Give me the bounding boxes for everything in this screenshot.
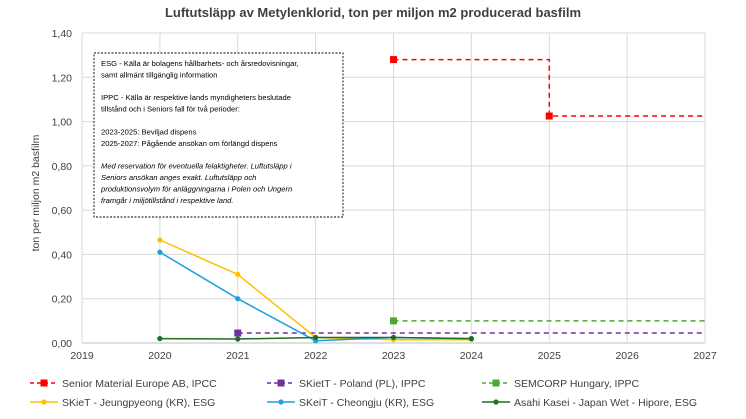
x-tick-label: 2026 [615,350,639,362]
y-tick-label: 1,20 [52,72,73,84]
legend-item: Senior Material Europe AB, IPCC [30,378,217,390]
annotation-line: produktionsvolym för anläggningarna i Po… [100,184,292,193]
x-tick-label: 2023 [382,350,406,362]
legend-label: Senior Material Europe AB, IPCC [62,378,217,390]
legend-label: SKeiT - Cheongju (KR), ESG [299,397,434,409]
x-tick-label: 2021 [226,350,250,362]
annotation-line: Seniors ansökan anges exakt. Luftutsläpp… [101,173,256,182]
y-tick-label: 0,40 [52,249,73,261]
legend-marker [41,399,47,405]
y-tick-label: 0,60 [52,205,73,217]
annotation-line: framgår i miljötillstånd i respektive la… [101,196,234,205]
series-0 [390,56,705,120]
data-point [235,296,241,302]
x-tick-label: 2024 [460,350,484,362]
legend-marker [492,379,500,387]
data-point [235,336,241,342]
y-tick-label: 0,20 [52,294,73,306]
annotation-line: 2025-2027: Pågående ansökan om förlängd … [101,139,278,148]
data-point [390,56,397,64]
x-tick-label: 2025 [538,350,562,362]
y-axis-label: ton per miljon m2 basfilm [30,134,42,251]
annotation-frame [93,52,344,218]
annotation-line: IPPC - Källa är respektive lands myndigh… [101,93,291,102]
y-tick-label: 0,80 [52,161,73,173]
data-point [390,317,397,325]
chart-title: Luftutsläpp av Metylenklorid, ton per mi… [165,5,581,20]
x-tick-label: 2020 [148,350,172,362]
x-tick-label: 2022 [304,350,328,362]
y-tick-label: 1,40 [52,28,73,40]
series-line [393,58,705,117]
data-point [390,334,397,341]
series-2 [390,317,705,325]
data-point [313,334,319,341]
data-point [157,249,163,255]
data-point [468,335,474,342]
series-layer [157,56,705,344]
series-1 [234,329,705,337]
annotation-box: ESG - Källa är bolagens hållbarhets- och… [93,52,344,218]
annotation-line: tillstånd och i Seniors fall för två per… [101,105,240,114]
legend-item: Asahi Kasei - Japan Wet - Hipore, ESG [482,397,697,409]
legend-item: SEMCORP Hungary, IPPC [482,378,639,390]
annotation-line: ESG - Källa är bolagens hållbarhets- och… [101,59,299,68]
y-tick-label: 0,00 [52,338,73,350]
legend-label: SKieT - Jeungpyeong (KR), ESG [62,397,215,409]
annotation-line: 2023-2025: Beviljad dispens [101,127,197,136]
legend-marker [493,399,499,405]
legend-label: SEMCORP Hungary, IPPC [514,378,639,390]
x-tick-labels: 2019 2020 2021 2022 2023 2024 2025 2026 2027 [70,350,717,362]
y-tick-label: 1,00 [52,117,73,129]
annotation-line: Med reservation för eventuella felaktigh… [101,162,292,171]
y-tick-labels: 0,00 0,20 0,40 0,60 0,80 1,00 1,20 1,40 [52,28,73,350]
series-5 [157,334,474,342]
data-point [234,329,242,337]
data-point [157,237,163,243]
x-tick-label: 2027 [693,350,717,362]
legend-label: SKietT - Poland (PL), IPPC [299,378,426,390]
legend-marker [278,399,284,405]
data-point [545,112,553,120]
annotation-line: samt allmänt tillgänglig information [101,70,218,79]
legend-item: SKieT - Jeungpyeong (KR), ESG [30,397,215,409]
x-tick-label: 2019 [70,350,94,362]
legend: Senior Material Europe AB, IPCC SKietT - … [30,378,697,409]
legend-marker [40,379,48,387]
data-point [157,335,163,342]
legend-item: SKeiT - Cheongju (KR), ESG [267,397,434,409]
legend-marker [277,379,285,387]
data-point [235,271,241,277]
legend-label: Asahi Kasei - Japan Wet - Hipore, ESG [514,397,697,409]
legend-item: SKietT - Poland (PL), IPPC [267,378,426,390]
